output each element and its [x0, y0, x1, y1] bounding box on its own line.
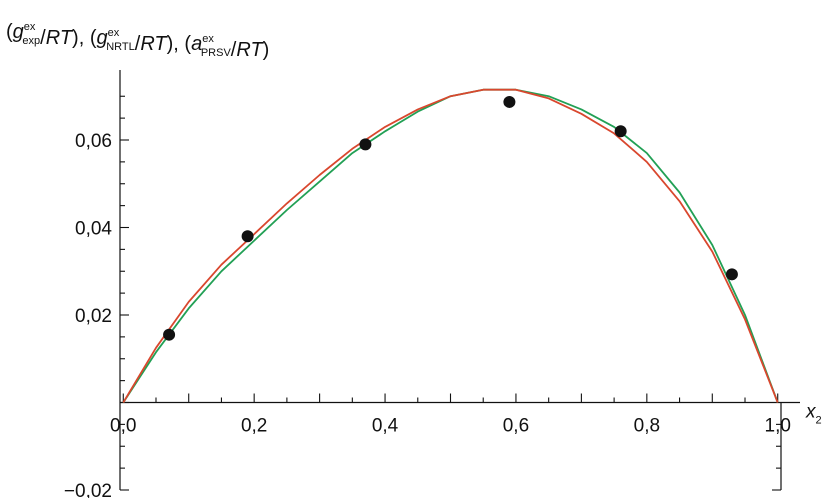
title-superscript: ex	[24, 21, 36, 33]
title-part: )	[263, 39, 270, 61]
title-subscript: PRSV	[201, 47, 232, 59]
title-part: /	[231, 39, 237, 61]
title-part: /	[40, 27, 46, 49]
x-tick-label: 0,0	[110, 416, 136, 437]
x-tick-label: 0,6	[503, 416, 529, 437]
y-tick-label: 0,06	[75, 131, 112, 152]
chart-title: (gex exp/RT), (gex NRTL/RT), (aex PRSV/RT)	[6, 21, 269, 61]
points-layer	[163, 95, 738, 341]
title-part: ), (	[167, 33, 192, 55]
title-part: /	[135, 33, 141, 55]
data-point	[614, 125, 627, 138]
title-part: RT	[236, 39, 264, 61]
x-tick-label: 0,4	[372, 416, 399, 437]
series-line-2	[122, 88, 779, 403]
data-point	[359, 138, 372, 151]
y-tick-label: 0,04	[75, 219, 112, 240]
axes: 0,0 0,2 0,4 0,6 0,8 1,0 −0,02 0,02 0,04 0,06 x2	[64, 70, 822, 502]
series-line-1	[122, 88, 779, 403]
title-subscript: exp	[22, 35, 40, 47]
title-superscript: ex	[108, 27, 120, 39]
title-part: (	[6, 21, 13, 43]
data-point	[241, 230, 254, 243]
title-subscript: NRTL	[106, 41, 135, 53]
title-superscript: ex	[202, 33, 214, 45]
title-part: ), (	[72, 27, 97, 49]
title-part: g	[13, 21, 24, 43]
y-tick-label: 0,02	[75, 306, 112, 327]
title-part: RT	[140, 33, 168, 55]
x-tick-label: 1,0	[765, 416, 791, 437]
title-part: g	[96, 27, 107, 49]
data-point	[503, 95, 516, 108]
x-axis-label: x2	[805, 402, 822, 427]
data-point	[163, 328, 176, 341]
title-part: RT	[46, 27, 74, 49]
x-tick-label: 0,2	[241, 416, 267, 437]
title-part: a	[191, 33, 202, 55]
x-tick-label: 0,8	[634, 416, 660, 437]
y-tick-label: −0,02	[64, 481, 112, 498]
series-layer	[122, 88, 779, 403]
data-point	[725, 268, 738, 281]
